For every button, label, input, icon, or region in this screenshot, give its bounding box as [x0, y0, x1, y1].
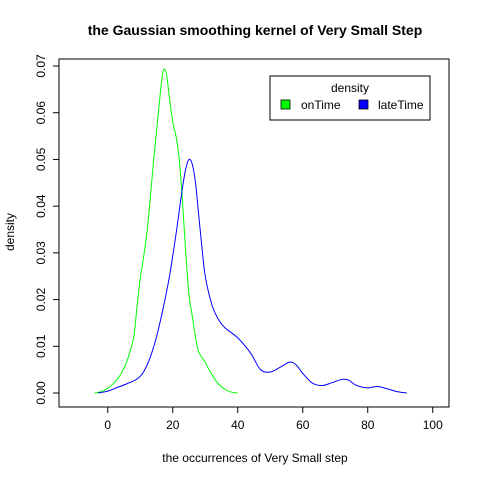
x-axis: 0 20 40 60 80 100 — [104, 407, 443, 432]
x-tick-label: 60 — [296, 418, 310, 432]
legend-title: density — [331, 81, 369, 95]
y-tick-label: 0.06 — [34, 101, 48, 125]
legend-swatch-latetime — [358, 99, 369, 110]
x-tick-label: 0 — [104, 418, 111, 432]
series-line-ontime — [94, 68, 238, 394]
x-tick-label: 20 — [166, 418, 180, 432]
x-tick-label: 80 — [361, 418, 375, 432]
series-line-latetime — [97, 158, 407, 394]
x-tick-label: 100 — [423, 418, 443, 432]
chart-title: the Gaussian smoothing kernel of Very Sm… — [88, 22, 423, 38]
y-tick-label: 0.02 — [34, 288, 48, 312]
y-tick-label: 0.00 — [34, 381, 48, 405]
legend-box — [269, 75, 431, 121]
plot-frame — [58, 58, 450, 408]
y-tick-label: 0.01 — [34, 334, 48, 358]
legend-label-ontime: onTime — [301, 98, 341, 112]
y-axis: 0.00 0.01 0.02 0.03 0.04 0.05 0.06 0.07 — [34, 54, 59, 405]
legend-label-latetime: lateTime — [378, 98, 424, 112]
legend-swatch-ontime — [280, 99, 291, 110]
y-tick-label: 0.07 — [34, 54, 48, 78]
y-axis-label: density — [3, 213, 17, 251]
series-lines — [94, 68, 407, 394]
y-tick-label: 0.05 — [34, 147, 48, 171]
legend: density onTime lateTime — [269, 75, 431, 121]
y-tick-label: 0.03 — [34, 241, 48, 265]
x-axis-label: the occurrences of Very Small step — [162, 451, 348, 465]
x-tick-label: 40 — [231, 418, 245, 432]
y-tick-label: 0.04 — [34, 194, 48, 218]
